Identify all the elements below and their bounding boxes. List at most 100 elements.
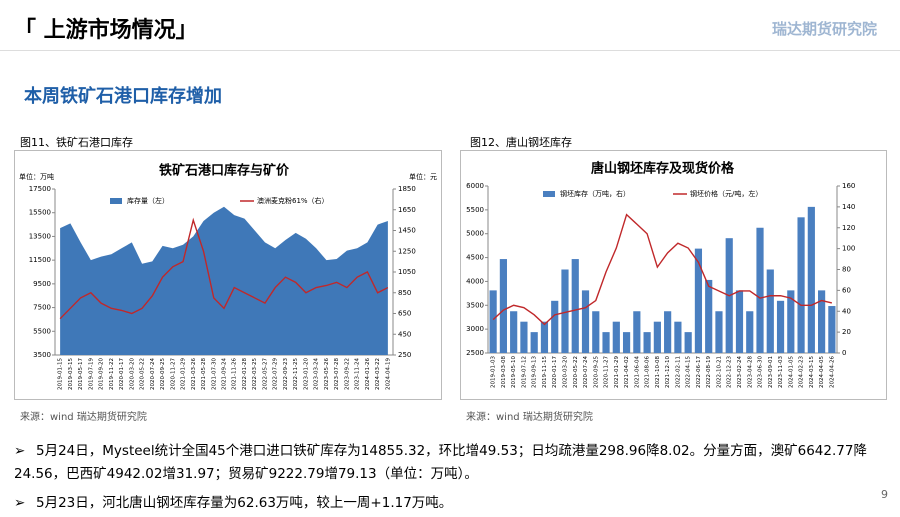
x-tick-label: 2019-09-13 — [532, 356, 538, 388]
x-tick-label: 2020-09-25 — [593, 356, 599, 388]
x-tick-label: 2024-03-22 — [375, 358, 381, 390]
x-tick-label: 2020-07-24 — [583, 356, 589, 388]
x-tick-label: 2019-05-10 — [511, 356, 517, 388]
x-tick-label: 2022-09-23 — [283, 358, 289, 390]
bar — [766, 269, 774, 353]
x-tick-label: 2024-02-23 — [799, 356, 805, 388]
y-unit: 单位：万吨 — [19, 172, 54, 181]
x-tick-label: 2022-12-23 — [727, 356, 733, 388]
y-tick-label: 4500 — [466, 254, 484, 262]
x-tick-label: 2020-01-17 — [119, 358, 125, 390]
bar — [828, 306, 836, 353]
x-tick-label: 2021-05-28 — [201, 358, 207, 390]
y-tick-label: 13500 — [29, 232, 51, 240]
x-tick-label: 2021-08-06 — [645, 356, 651, 388]
x-tick-label: 2020-03-20 — [562, 356, 568, 388]
source: 来源：wind 瑞达期货研究院 — [20, 412, 147, 423]
x-tick-label: 2022-06-17 — [696, 356, 702, 388]
subtitle: 本周铁矿石港口库存增加 — [24, 86, 222, 107]
x-tick-label: 2020-01-17 — [552, 356, 558, 388]
legend-label: 钢坯价格（元/吨，左） — [690, 189, 762, 198]
x-tick-label: 2023-05-26 — [324, 358, 330, 390]
bar — [797, 217, 805, 353]
y2-tick-label: 60 — [842, 286, 851, 294]
bar — [581, 290, 590, 353]
x-tick-label: 2019-01-03 — [491, 356, 497, 388]
x-tick-label: 2022-02-11 — [675, 356, 681, 388]
chart-box: 唐山钢坯库存及现货价格 2500 3000 3500 4000 4500 5000 5500 6… — [460, 150, 887, 400]
bar — [633, 311, 641, 353]
x-tick-label: 2024-03-15 — [809, 356, 815, 388]
x-tick-label: 2021-07-30 — [211, 358, 217, 390]
header-title: 「 上游市场情况」 — [14, 18, 198, 43]
page-number: 9 — [881, 488, 888, 501]
bar — [735, 290, 744, 353]
x-tick-label: 2019-03-08 — [501, 356, 507, 388]
y2-tick-label: 450 — [398, 330, 411, 338]
x-tick-label: 2019-03-15 — [68, 358, 74, 390]
bar — [499, 259, 507, 353]
x-tick-label: 2022-04-15 — [686, 356, 692, 388]
x-tick-label: 2023-06-30 — [758, 356, 764, 388]
bar — [694, 248, 703, 353]
bar — [705, 279, 713, 353]
bullet-text: 5月23日，河北唐山钢坯库存量为62.63万吨，较上一周+1.17万吨。 — [36, 495, 453, 511]
bar — [776, 300, 785, 353]
x-tick-label: 2021-09-24 — [222, 358, 228, 390]
x-tick-label: 2020-11-27 — [604, 356, 610, 388]
line — [59, 217, 389, 320]
x-tick-label: 2024-01-26 — [365, 358, 371, 390]
bar — [746, 311, 754, 353]
x-tick-label: 2022-05-27 — [262, 358, 268, 390]
bar — [602, 332, 610, 353]
x-tick-label: 2023-11-03 — [778, 356, 784, 388]
y2-tick-label: 650 — [398, 310, 411, 318]
logo: 瑞达期货研究院 — [772, 20, 878, 38]
bar — [674, 321, 682, 353]
x-tick-label: 2022-03-25 — [252, 358, 258, 390]
x-tick-label: 2020-05-22 — [140, 358, 146, 390]
x-tick-label: 2023-01-20 — [303, 358, 309, 390]
bar — [612, 321, 620, 353]
bar — [684, 332, 692, 353]
y2-tick-label: 1050 — [398, 268, 416, 276]
bullet: ➢ 5月23日，河北唐山钢坯库存量为62.63万吨，较上一周+1.17万吨。 — [14, 495, 453, 511]
x-tick-label: 2019-07-19 — [88, 358, 94, 390]
x-tick-label: 2023-07-28 — [334, 358, 340, 390]
area — [60, 206, 388, 355]
legend-label: 澳洲麦克粉61%（右） — [257, 196, 329, 205]
chart-title: 铁矿石港口库存与矿价 — [158, 163, 290, 179]
bar — [653, 321, 661, 353]
y-tick-label: 5500 — [466, 206, 484, 214]
y-tick-label: 5500 — [33, 327, 51, 335]
caption: 图11、铁矿石港口库存 — [20, 136, 133, 149]
x-tick-label: 2024-04-05 — [819, 356, 825, 388]
legend-label: 库存量（左） — [127, 196, 169, 205]
x-tick-label: 2022-07-29 — [273, 358, 279, 390]
y2-tick-label: 140 — [842, 203, 855, 211]
x-tick-label: 2020-03-20 — [129, 358, 135, 390]
source: 来源：wind 瑞达期货研究院 — [466, 412, 593, 423]
x-tick-label: 2022-01-28 — [242, 358, 248, 390]
y-tick-label: 3500 — [33, 351, 51, 359]
x-tick-label: 2019-11-22 — [109, 358, 115, 390]
bar — [715, 311, 723, 353]
x-tick-label: 2022-08-19 — [706, 356, 712, 388]
x-tick-label: 2023-02-24 — [737, 356, 743, 388]
caption: 图12、唐山钢坯库存 — [470, 136, 572, 149]
bar — [818, 290, 826, 353]
y2-tick-label: 80 — [842, 266, 851, 274]
bullet-text: 5月24日，Mysteel统计全国45个港口进口铁矿库存为14855.32，环比… — [14, 443, 867, 482]
x-tick-label: 2019-05-17 — [78, 358, 84, 390]
x-tick-label: 2023-09-22 — [344, 358, 350, 390]
bar — [571, 259, 579, 353]
bar — [756, 227, 764, 353]
y-tick-label: 3500 — [466, 301, 484, 309]
x-tick-label: 2020-05-22 — [573, 356, 579, 388]
bar — [622, 332, 631, 353]
y-tick-label: 7500 — [33, 304, 51, 312]
x-tick-label: 2022-11-25 — [293, 358, 299, 390]
x-tick-label: 2023-03-24 — [314, 358, 320, 390]
divider — [0, 50, 900, 51]
